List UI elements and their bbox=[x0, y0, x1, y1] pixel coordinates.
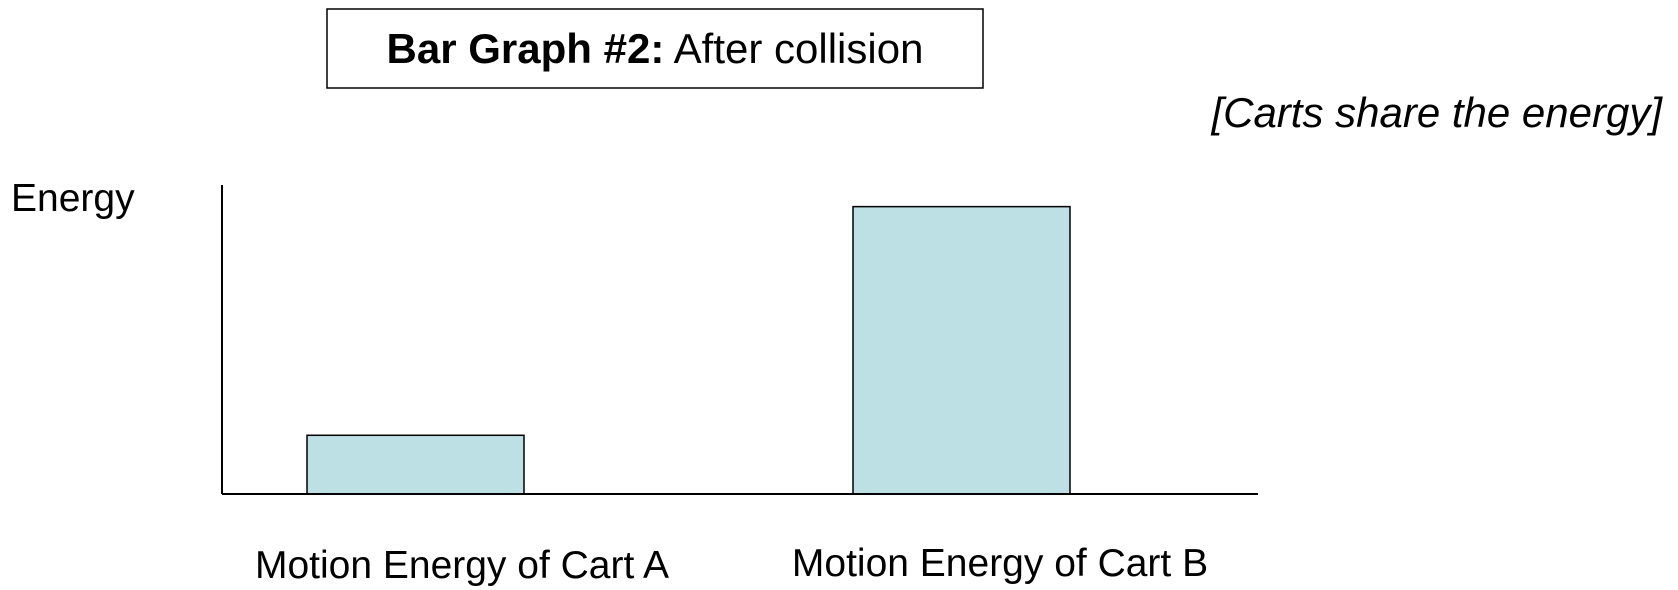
title-box bbox=[326, 8, 984, 89]
chart-title: Bar Graph #2: After collision bbox=[387, 25, 924, 72]
annotation: [Carts share the energy] bbox=[1210, 89, 1663, 136]
bar bbox=[306, 434, 525, 495]
y-axis-label: Energy bbox=[11, 177, 135, 220]
bar bbox=[852, 205, 1071, 495]
title-bold: Bar Graph #2: bbox=[387, 25, 665, 72]
x-tick-label: Motion Energy of Cart A bbox=[255, 544, 669, 587]
x-tick-label: Motion Energy of Cart B bbox=[792, 542, 1208, 585]
title-rest: After collision bbox=[674, 25, 924, 72]
